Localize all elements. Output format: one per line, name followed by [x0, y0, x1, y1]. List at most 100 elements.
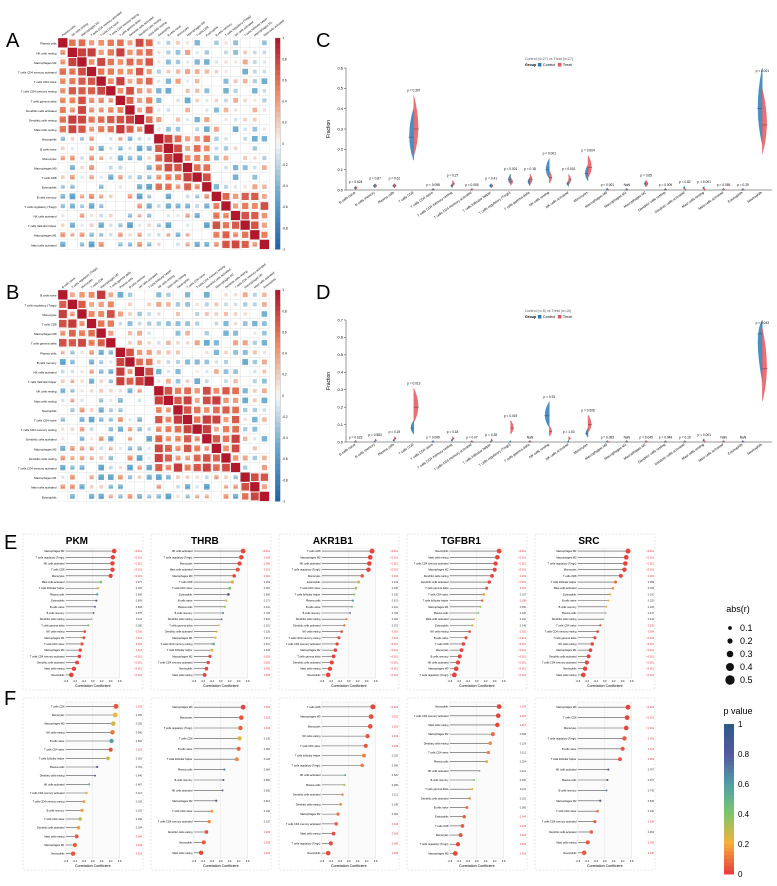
correlation-square [242, 436, 248, 442]
data-point [509, 179, 511, 181]
correlation-square [204, 359, 210, 365]
correlation-value: -0.36 [118, 487, 122, 489]
correlation-square [70, 184, 75, 189]
correlation-value: 0.30 [138, 468, 142, 470]
correlation-square [117, 87, 124, 94]
correlation-square [126, 125, 134, 133]
correlation-square [108, 426, 114, 432]
p-value-text: 0.033 [136, 853, 143, 856]
correlation-square [58, 290, 68, 300]
data-point [432, 441, 434, 443]
correlation-square [108, 494, 113, 499]
correlation-square [252, 241, 258, 247]
data-point [394, 184, 396, 185]
correlation-square [176, 360, 180, 364]
data-point [510, 423, 512, 424]
data-point [394, 440, 395, 442]
correlation-value: 0.57 [61, 130, 65, 132]
correlation-value: 0.33 [71, 449, 75, 451]
cell-label: Plasma cells [306, 599, 321, 603]
correlation-square [117, 474, 123, 480]
correlation-square [127, 475, 133, 480]
correlation-square [185, 455, 191, 461]
p-value-text: 0.043 [520, 825, 527, 828]
correlation-square [127, 331, 133, 336]
abs-r-legend-value: 0.1 [740, 623, 753, 633]
y-tick-label: 0.0 [337, 187, 343, 192]
correlation-square [126, 115, 134, 124]
p-value-label: p = 0.001 [698, 180, 712, 184]
correlation-square [195, 127, 200, 132]
x-tick-label: 0.4 [493, 859, 497, 863]
correlation-square [183, 173, 192, 182]
correlation-square [165, 78, 172, 84]
correlation-square [243, 117, 248, 122]
correlation-square [99, 232, 104, 237]
p-value-label: p = 0.043 [756, 321, 770, 325]
row-label: T cells regulatory (Tregs) [25, 303, 57, 307]
correlation-value: -0.25 [186, 497, 190, 499]
correlation-value: 0.37 [61, 235, 65, 237]
p-value-text: <0.001 [262, 550, 270, 553]
row-label: Macrophages M1 [34, 234, 57, 238]
p-value-text: <0.001 [646, 655, 654, 658]
correlation-square [118, 321, 123, 326]
cell-label: Mast cells resting [172, 851, 193, 855]
correlation-square [243, 98, 247, 103]
lollipop-dot [110, 567, 115, 572]
correlation-square [262, 330, 267, 336]
correlation-square [98, 241, 104, 247]
correlation-square [107, 78, 114, 85]
correlation-square [253, 98, 257, 102]
correlation-square [117, 311, 123, 317]
correlation-square [186, 60, 190, 64]
lollipop-dot [339, 802, 343, 806]
heatmap-cell [192, 105, 203, 115]
correlation-square [194, 69, 200, 74]
p-value-text: 0.873 [648, 779, 655, 782]
correlation-square [146, 203, 152, 209]
correlation-value: 0.39 [99, 245, 103, 247]
lollipop-dot [82, 636, 86, 640]
correlation-square [98, 126, 105, 133]
colorbar-step [275, 212, 281, 218]
lollipop-dot [585, 840, 590, 845]
correlation-square [164, 163, 173, 172]
lollipop-dot [596, 630, 599, 633]
data-point [762, 139, 764, 140]
data-point [452, 436, 454, 438]
cell-label: Macrophages M0 [556, 705, 577, 709]
p-value-text: 0.008 [264, 674, 271, 677]
correlation-square [223, 212, 229, 219]
x-tick-label: 0.0 [219, 679, 223, 683]
correlation-square [242, 202, 249, 210]
p-colorbar-step [724, 810, 734, 815]
correlation-square [147, 242, 152, 247]
data-point [374, 438, 376, 440]
colorbar-tick: 0 [282, 142, 284, 146]
correlation-value: -0.40 [90, 497, 94, 499]
correlation-square [59, 319, 67, 328]
correlation-square [253, 156, 257, 160]
x-tick-label: -0.6 [320, 679, 325, 683]
data-point [568, 438, 570, 440]
lollipop-dot [458, 833, 463, 838]
cell-label: Plasma cells [562, 778, 577, 782]
correlation-square [176, 350, 180, 355]
correlation-value: 0.33 [128, 197, 132, 199]
correlation-square [224, 50, 228, 55]
p-colorbar-step [724, 746, 734, 751]
correlation-square [193, 164, 201, 171]
x-tick-label: 0.4 [493, 679, 497, 683]
correlation-square [212, 435, 221, 443]
correlation-square [89, 427, 94, 432]
correlation-square [184, 155, 191, 161]
correlation-value: -0.41 [99, 353, 103, 355]
correlation-square [165, 59, 171, 65]
cell-label: T cells follicular helper [167, 648, 193, 652]
correlation-square [128, 418, 132, 422]
correlation-value: 0.29 [90, 372, 94, 374]
correlation-square [204, 379, 209, 384]
row-label: T cells gamma delta [31, 342, 57, 346]
correlation-value: 0.36 [205, 449, 209, 451]
